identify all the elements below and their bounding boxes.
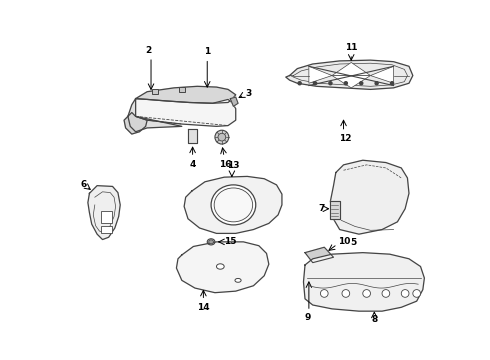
FancyBboxPatch shape bbox=[152, 89, 158, 94]
Circle shape bbox=[401, 289, 409, 297]
Polygon shape bbox=[230, 97, 238, 106]
Text: 3: 3 bbox=[245, 89, 252, 98]
Polygon shape bbox=[136, 99, 236, 126]
Circle shape bbox=[215, 130, 229, 144]
Polygon shape bbox=[136, 86, 236, 103]
Polygon shape bbox=[124, 112, 147, 134]
Circle shape bbox=[329, 82, 332, 85]
FancyBboxPatch shape bbox=[179, 87, 185, 92]
Circle shape bbox=[218, 133, 226, 141]
FancyBboxPatch shape bbox=[101, 226, 112, 233]
Ellipse shape bbox=[235, 278, 241, 282]
Text: 1: 1 bbox=[204, 47, 210, 56]
Polygon shape bbox=[88, 186, 120, 239]
Polygon shape bbox=[332, 62, 370, 76]
Text: 6: 6 bbox=[81, 180, 87, 189]
Text: 7: 7 bbox=[318, 204, 324, 213]
Polygon shape bbox=[330, 160, 409, 234]
Text: 2: 2 bbox=[146, 46, 152, 55]
Ellipse shape bbox=[211, 185, 256, 225]
Polygon shape bbox=[309, 66, 332, 83]
Ellipse shape bbox=[209, 240, 214, 244]
Polygon shape bbox=[330, 201, 340, 219]
Circle shape bbox=[320, 289, 328, 297]
Text: 15: 15 bbox=[224, 237, 237, 246]
Circle shape bbox=[375, 82, 378, 85]
Text: 16: 16 bbox=[220, 160, 232, 169]
Text: 14: 14 bbox=[197, 303, 210, 312]
Circle shape bbox=[413, 289, 420, 297]
Text: 4: 4 bbox=[190, 160, 196, 169]
Ellipse shape bbox=[214, 188, 253, 222]
Text: 5: 5 bbox=[350, 238, 357, 247]
Circle shape bbox=[314, 82, 317, 85]
Polygon shape bbox=[370, 66, 393, 83]
Circle shape bbox=[382, 289, 390, 297]
Circle shape bbox=[342, 289, 350, 297]
Circle shape bbox=[360, 82, 363, 85]
Circle shape bbox=[344, 82, 347, 85]
Polygon shape bbox=[303, 253, 424, 311]
Polygon shape bbox=[128, 99, 182, 132]
Text: 8: 8 bbox=[371, 315, 377, 324]
Polygon shape bbox=[184, 176, 282, 233]
Circle shape bbox=[391, 82, 393, 85]
Circle shape bbox=[298, 82, 301, 85]
FancyBboxPatch shape bbox=[101, 211, 112, 223]
Text: 13: 13 bbox=[227, 161, 240, 170]
Ellipse shape bbox=[217, 264, 224, 269]
Text: 9: 9 bbox=[304, 313, 311, 322]
Text: 12: 12 bbox=[339, 134, 351, 143]
Text: 10: 10 bbox=[338, 237, 350, 246]
Polygon shape bbox=[332, 76, 370, 88]
Polygon shape bbox=[286, 60, 413, 89]
Polygon shape bbox=[305, 247, 334, 263]
Ellipse shape bbox=[207, 239, 215, 245]
Polygon shape bbox=[176, 242, 269, 293]
Text: 11: 11 bbox=[345, 43, 358, 52]
Circle shape bbox=[363, 289, 370, 297]
Polygon shape bbox=[188, 130, 197, 143]
